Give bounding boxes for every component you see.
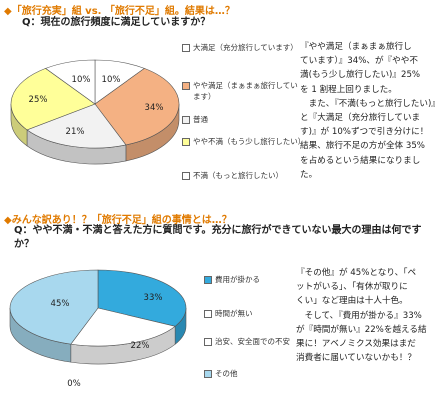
pie1-slice-2	[26, 103, 127, 149]
legend1-label-2: 普通	[193, 115, 208, 124]
legend1-item-2: 普通	[182, 114, 302, 125]
legend1-label-0: 大満足（充分旅行しています）	[193, 43, 298, 52]
legend1-label-3: やや不満（もう少し旅行したい）	[193, 137, 306, 146]
legend2-swatch-2	[204, 338, 212, 346]
pie1-data-label-2: 21%	[66, 127, 85, 137]
pie2-slice-3	[9, 269, 99, 345]
legend1-swatch-3	[182, 138, 190, 146]
legend1-item-0: 大満足（充分旅行しています）	[182, 42, 302, 53]
pie1-data-label-0: 10%	[102, 75, 121, 85]
comment1-line: また、『不満(もっと旅行したい)』	[300, 98, 439, 109]
comment1-line: た。	[300, 169, 318, 180]
comment2-line: 『その他』が 45%となり、「ペ	[296, 268, 417, 278]
section2-question: Q：やや不満・不満と答えた方に質問です。充分に旅行ができていない最大の理由は何で…	[14, 225, 422, 250]
comment2-line: ットがいる」、「有休が取りに	[296, 282, 408, 293]
legend2-item-1: 時間が無い	[204, 308, 294, 319]
comment2-line: が『時間が無い』22%を越える結	[296, 324, 427, 335]
pie1-slice-4	[44, 59, 96, 105]
pie2-data-label-1: 22%	[131, 341, 150, 351]
section2-heading: ◆みんな訳あり！？「旅行不足」組の事情とは…？	[4, 215, 232, 226]
legend2-item-3: その他	[204, 368, 294, 379]
pie2-data-label-0: 33%	[144, 293, 163, 303]
legend2-swatch-0	[204, 276, 212, 284]
comment1-line: す)』が 10%ずつで引き分けに！	[300, 127, 429, 138]
legend2-swatch-1	[204, 310, 212, 318]
pie1-slice-3	[10, 68, 96, 131]
pie1-data-label-4: 10%	[72, 75, 91, 85]
legend2-label-0: 費用が掛かる	[215, 275, 260, 284]
legend2-label-1: 時間が無い	[215, 309, 253, 318]
section1-comment: 『やや満足（まぁまぁ旅行し ています）』34%、が『やや不 満(もう少し旅行した…	[300, 40, 439, 182]
legend1-label-1: やや満足（まぁまぁ旅行しています）	[193, 81, 298, 101]
comment2-line: そして、『費用が掛かる』33%	[296, 310, 422, 321]
legend2-label-3: その他	[215, 369, 238, 378]
pie1-data-label-3: 25%	[29, 95, 48, 105]
legend1-swatch-1	[182, 82, 190, 90]
pie2-slice-1	[70, 307, 176, 347]
legend1-swatch-4	[182, 172, 190, 180]
legend1-item-1: やや満足（まぁまぁ旅行しています）	[182, 80, 302, 102]
legend1-item-3: やや不満（もう少し旅行したい）	[182, 136, 306, 147]
pie2-data-label-2: 0%	[67, 379, 81, 389]
legend2-item-2: 治安、安全面での不安	[204, 336, 294, 347]
section2-comment: 『その他』が 45%となり、「ペ ットがいる」、「有休が取りに くい」など理由は…	[296, 266, 436, 365]
comment1-line: と『大満足（充分旅行していま	[300, 113, 421, 124]
section1-heading: ◆「旅行充実」組 vs. 「旅行不足」組。結果は…？	[4, 6, 235, 17]
legend1-swatch-0	[182, 44, 190, 52]
legend2-label-2: 治安、安全面での不安	[215, 337, 290, 346]
legend2-item-0: 費用が掛かる	[204, 274, 294, 285]
legend2-swatch-3	[204, 370, 212, 378]
comment2-line: くい」など理由は十人十色。	[296, 296, 408, 307]
comment2-line: 消費者に届いていないかも！？	[296, 353, 417, 364]
pie2-slice-0	[97, 269, 187, 327]
comment2-line: 果に！アベノミクス効果はまだ	[296, 339, 416, 350]
legend1-swatch-2	[182, 116, 190, 124]
legend1-item-4: 不満（もっと旅行したい）	[182, 170, 302, 181]
pie1-slice-1	[94, 68, 180, 146]
pie1-data-label-1: 34%	[145, 103, 164, 113]
comment1-line: 満(もう少し旅行したい)』25%	[300, 70, 421, 81]
pie-chart-satisfaction: 10% 34% 21% 25% 10%	[10, 59, 180, 165]
legend1-label-4: 不満（もっと旅行したい）	[193, 171, 283, 180]
comment1-line: を 1 割程上回りました。	[300, 84, 397, 95]
comment1-line: を占めるという結果になりまし	[300, 155, 421, 166]
pie2-data-label-3: 45%	[51, 299, 70, 309]
comment1-line: 『やや満足（まぁまぁ旅行し	[300, 42, 412, 52]
comment1-line: 結果、旅行不足の方が全体 35%	[300, 141, 425, 152]
comment1-line: ています）』34%、が『やや不	[300, 56, 418, 67]
pie-chart-reasons: 33% 22% 0% 45%	[9, 269, 187, 389]
section1-question: Q：現在の旅行頻度に満足していますか？	[22, 17, 211, 28]
